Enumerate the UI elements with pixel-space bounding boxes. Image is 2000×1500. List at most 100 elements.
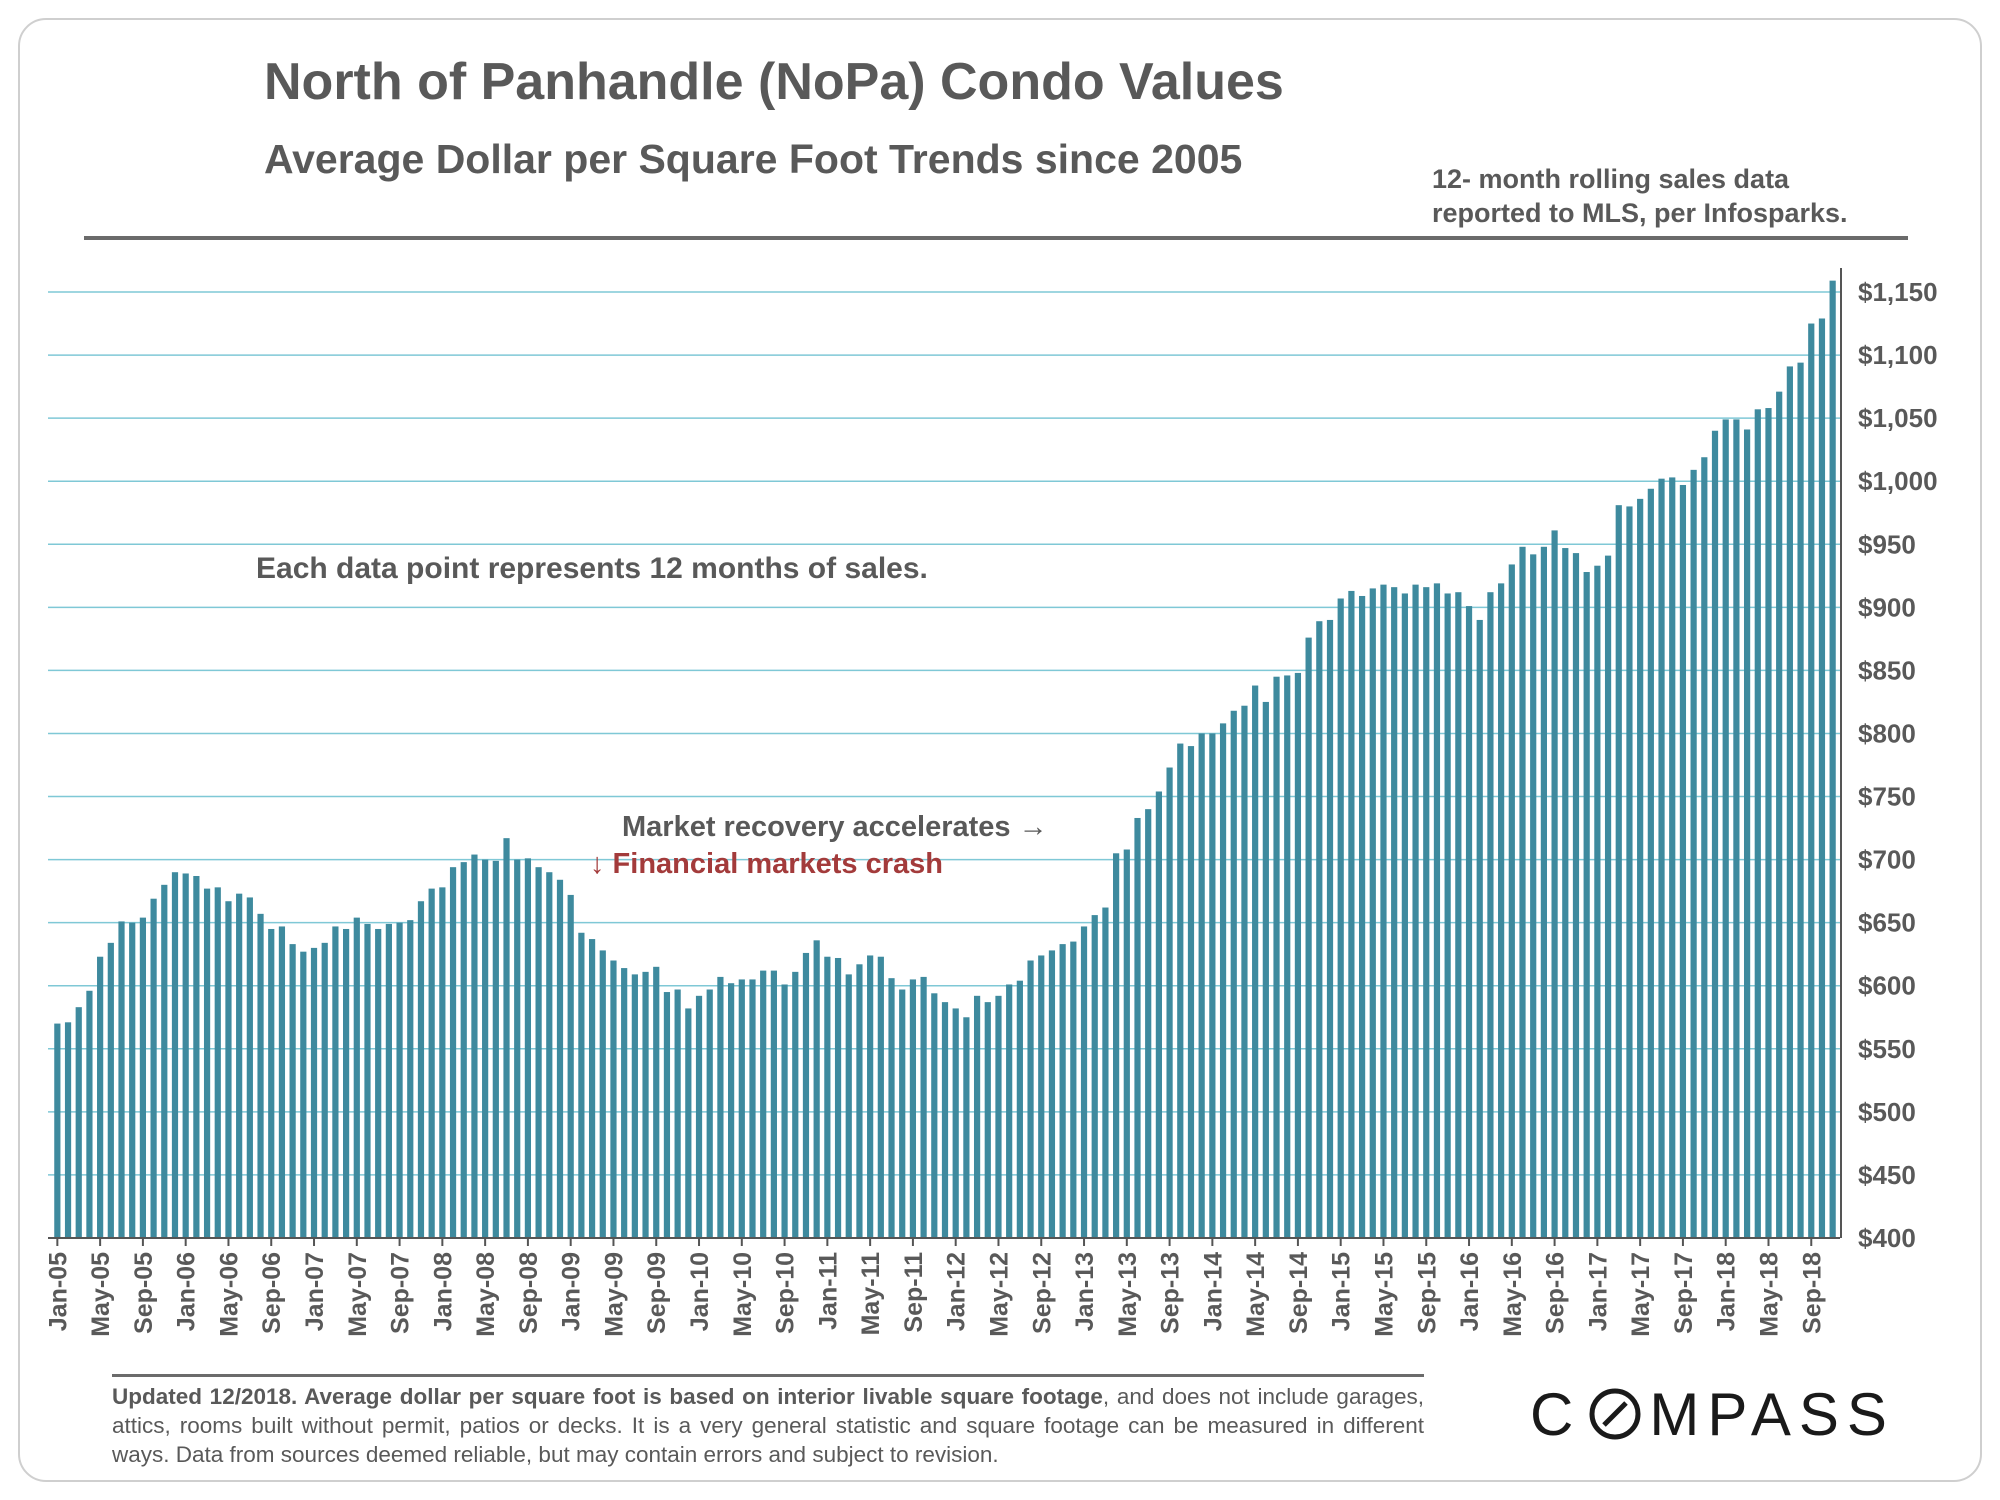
y-tick-label: $950 [1858, 529, 1916, 559]
bar [1626, 506, 1633, 1239]
bar [1669, 477, 1676, 1238]
bar [995, 995, 1002, 1238]
bar [1594, 565, 1601, 1238]
bar [1679, 484, 1687, 1238]
bar [118, 921, 125, 1238]
bar [310, 947, 318, 1238]
x-tick-label: Sep-12 [1028, 1252, 1056, 1334]
bar [1059, 944, 1066, 1238]
bar [1465, 606, 1473, 1238]
bar [899, 989, 906, 1238]
y-tick-label: $1,150 [1858, 277, 1938, 307]
x-tick-label: May-07 [344, 1252, 372, 1337]
bar [631, 974, 638, 1238]
x-tick-label: Jan-10 [686, 1252, 714, 1331]
bar [1776, 391, 1783, 1238]
bar [1305, 637, 1312, 1238]
x-tick-label: Jan-11 [814, 1252, 842, 1330]
bar [514, 859, 521, 1238]
y-tick-label: $550 [1858, 1034, 1916, 1064]
bar [1498, 583, 1505, 1238]
y-tick-label: $1,000 [1858, 466, 1938, 496]
x-tick-label: Sep-15 [1413, 1252, 1441, 1334]
bar [1380, 584, 1387, 1238]
bar [653, 966, 660, 1238]
y-tick-label: $450 [1858, 1160, 1916, 1190]
bar [225, 901, 232, 1238]
bar [129, 922, 136, 1238]
x-tick-label: Jan-13 [1071, 1252, 1099, 1331]
bar [492, 860, 499, 1238]
bar [760, 970, 767, 1238]
x-tick-label: May-05 [87, 1252, 115, 1337]
bar [1316, 621, 1323, 1238]
bar [1829, 280, 1836, 1238]
x-tick-label: May-14 [1242, 1252, 1270, 1337]
bar [621, 968, 628, 1238]
y-tick-label: $400 [1858, 1223, 1916, 1253]
bar [1808, 323, 1815, 1238]
bar [642, 971, 649, 1238]
x-tick-label: Jan-06 [173, 1252, 201, 1331]
x-tick-label: Sep-08 [515, 1252, 543, 1334]
bar [449, 867, 457, 1238]
x-tick-label: Sep-13 [1157, 1252, 1185, 1334]
bar [1337, 598, 1344, 1238]
bar [1583, 572, 1590, 1238]
bar [1273, 676, 1280, 1238]
x-tick-label: May-12 [985, 1252, 1013, 1337]
x-tick-label: May-08 [472, 1252, 500, 1337]
bar [75, 1007, 82, 1238]
x-tick-label: Jan-15 [1328, 1252, 1356, 1331]
bar [1455, 592, 1462, 1238]
bar [214, 887, 221, 1238]
bar [888, 978, 895, 1238]
x-tick-label: Jan-14 [1199, 1252, 1227, 1331]
bar [1423, 587, 1430, 1238]
logo-letters-start: C [1530, 1380, 1582, 1448]
bar [867, 955, 874, 1238]
logo-letters-end: MPASS [1649, 1380, 1895, 1448]
chart-title: North of Panhandle (NoPa) Condo Values [264, 53, 1284, 111]
bar [1733, 419, 1740, 1238]
bar [1294, 672, 1302, 1238]
bar [941, 1002, 949, 1238]
bar [1647, 488, 1654, 1238]
bar [1519, 546, 1526, 1238]
bar [1358, 595, 1366, 1238]
bar [1754, 409, 1761, 1239]
bar [706, 989, 713, 1238]
bar [663, 992, 671, 1238]
bar [717, 976, 724, 1238]
bar [182, 873, 189, 1238]
bar [1252, 685, 1259, 1238]
x-tick-label: Sep-17 [1670, 1252, 1698, 1334]
x-tick-label: Sep-14 [1285, 1252, 1313, 1334]
x-tick-label: May-09 [600, 1252, 628, 1337]
bar [1433, 583, 1441, 1238]
bar [417, 901, 425, 1238]
bar [685, 1008, 692, 1238]
bar [770, 970, 777, 1238]
footer-note: Updated 12/2018. Average dollar per squa… [112, 1382, 1424, 1469]
bar [749, 979, 756, 1238]
bar [1198, 733, 1205, 1238]
bar [1230, 710, 1237, 1238]
bar [1284, 675, 1291, 1238]
bar [1786, 366, 1793, 1238]
bar [236, 893, 243, 1238]
bar [1476, 619, 1483, 1238]
x-tick-label: Jan-09 [558, 1252, 586, 1331]
bar [193, 875, 200, 1238]
bar [1187, 746, 1195, 1238]
bar [834, 957, 842, 1238]
x-tick-label: Sep-05 [130, 1252, 158, 1334]
x-tick-label: Sep-07 [387, 1252, 415, 1334]
bar [64, 1022, 72, 1238]
bar [813, 940, 820, 1238]
bar [952, 1008, 959, 1238]
x-tick-label: Sep-10 [772, 1252, 800, 1334]
bar [1027, 960, 1034, 1238]
bar [1743, 429, 1751, 1238]
bar [792, 971, 799, 1238]
